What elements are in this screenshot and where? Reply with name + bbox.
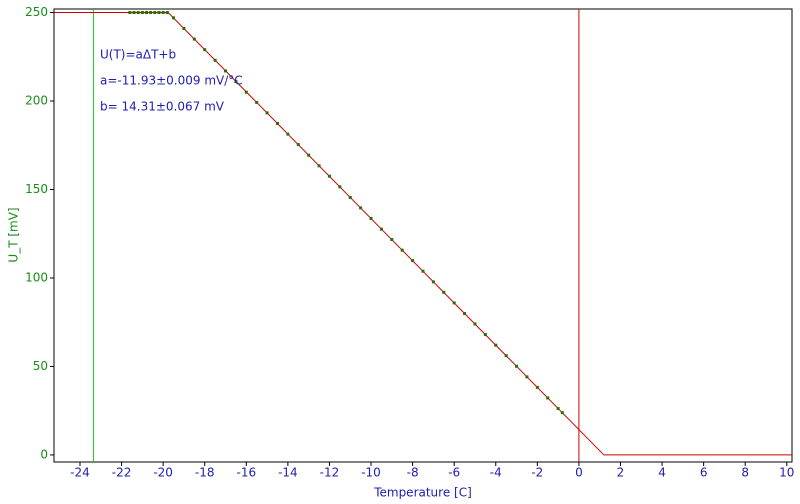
x-tick-label: -4 <box>490 466 502 480</box>
data-point <box>390 238 394 242</box>
y-tick-label: 0 <box>40 447 48 461</box>
data-point <box>161 11 165 15</box>
x-axis-label: Temperature [C] <box>373 486 472 500</box>
x-tick-label: -2 <box>531 466 543 480</box>
data-point <box>483 333 487 337</box>
data-point <box>307 153 311 157</box>
x-tick-label: 8 <box>741 466 749 480</box>
data-point <box>172 16 176 20</box>
data-point <box>203 48 207 52</box>
data-point <box>317 164 321 168</box>
data-point <box>348 195 352 199</box>
data-point <box>165 11 169 15</box>
plot-frame <box>53 8 793 463</box>
x-tick-label: -10 <box>361 466 381 480</box>
y-tick-label: 250 <box>25 5 48 19</box>
y-tick-label: 150 <box>25 182 48 196</box>
x-tick-label: 0 <box>575 466 583 480</box>
data-point <box>140 11 144 15</box>
data-point <box>556 407 560 411</box>
data-point <box>560 411 564 415</box>
data-point <box>463 312 467 316</box>
data-point <box>255 100 259 104</box>
data-point <box>145 11 149 15</box>
x-tick-label: -24 <box>70 466 90 480</box>
data-point <box>452 301 456 305</box>
x-tick-label: 10 <box>779 466 794 480</box>
x-tick-label: 6 <box>700 466 708 480</box>
data-point <box>265 111 269 115</box>
data-point <box>128 11 132 15</box>
data-point <box>192 37 196 41</box>
data-point <box>224 69 228 73</box>
data-point <box>213 58 217 62</box>
data-point <box>286 132 290 136</box>
data-point <box>132 11 136 15</box>
data-point <box>421 269 425 273</box>
y-tick-label: 100 <box>25 270 48 284</box>
data-point <box>369 217 373 221</box>
annotation: b= 14.31±0.067 mV <box>100 100 225 114</box>
data-point <box>234 80 238 84</box>
x-tick-label: -18 <box>195 466 215 480</box>
data-point <box>275 121 279 125</box>
y-axis-label: U_T [mV] <box>7 207 21 262</box>
data-point <box>494 343 498 347</box>
y-tick-label: 50 <box>33 359 48 373</box>
annotation: U(T)=aΔT+b <box>100 48 176 62</box>
data-point <box>504 354 508 358</box>
fit-line <box>54 12 792 456</box>
x-tick-label: -6 <box>448 466 460 480</box>
data-point <box>182 26 186 30</box>
data-point <box>338 185 342 189</box>
data-point <box>473 322 477 326</box>
data-point <box>379 227 383 231</box>
data-point <box>327 174 331 178</box>
x-tick-label: 4 <box>658 466 666 480</box>
x-tick-label: -12 <box>320 466 340 480</box>
data-point <box>525 375 529 379</box>
data-point <box>411 259 415 263</box>
x-tick-label: -16 <box>236 466 256 480</box>
data-point <box>359 206 363 210</box>
data-point <box>546 396 550 400</box>
data-point <box>431 280 435 284</box>
x-tick-label: -14 <box>278 466 298 480</box>
data-point <box>153 11 157 15</box>
data-point <box>157 11 161 15</box>
data-point <box>535 385 539 389</box>
data-point <box>442 290 446 294</box>
y-tick-label: 200 <box>25 94 48 108</box>
data-point <box>296 143 300 147</box>
data-point <box>136 11 140 15</box>
data-point <box>244 90 248 94</box>
data-point <box>400 248 404 252</box>
x-tick-label: -20 <box>153 466 173 480</box>
x-tick-label: -22 <box>112 466 132 480</box>
data-point <box>149 11 153 15</box>
data-point <box>515 364 519 368</box>
annotation: a=-11.93±0.009 mV/°C <box>100 74 243 88</box>
x-tick-label: 2 <box>617 466 625 480</box>
x-tick-label: -8 <box>407 466 419 480</box>
